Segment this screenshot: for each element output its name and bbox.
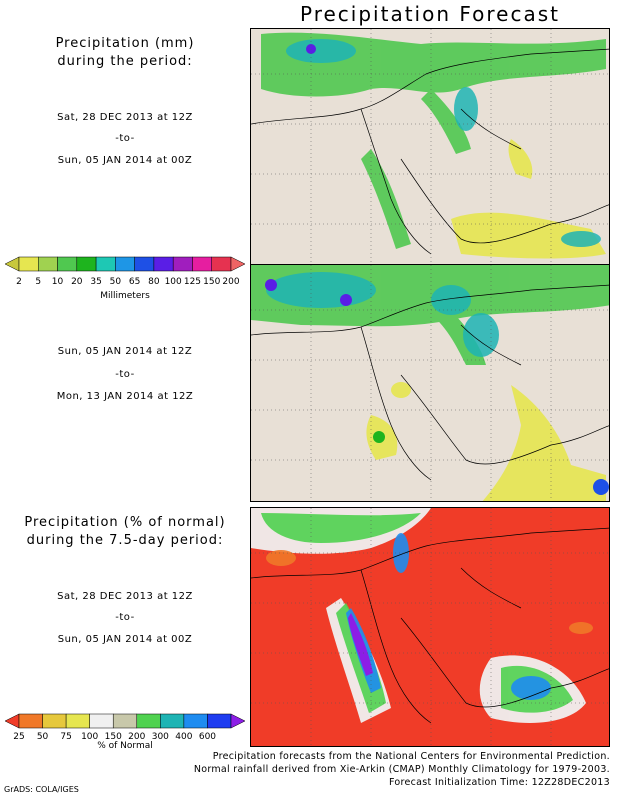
colorbar-tick-label: 150: [104, 732, 122, 742]
map-panel-percent-normal: [250, 507, 610, 747]
colorbar-swatch: [38, 256, 58, 272]
colorbar-tick-label: 100: [164, 277, 182, 287]
map-panel-precip-week2: [250, 264, 610, 502]
panel1-start: Sat, 28 DEC 2013 at 12Z: [57, 112, 193, 123]
credit-line3: Forecast Initialization Time: 12Z28DEC20…: [388, 777, 610, 788]
colorbar-tick-label: 80: [148, 277, 160, 287]
colorbar-swatch: [192, 256, 212, 272]
colorbar-mm-swatches: [4, 256, 246, 272]
colorbar-tick-label: 125: [183, 277, 202, 287]
colorbar-tick-label: 50: [109, 277, 122, 287]
colorbar-swatch: [172, 256, 193, 272]
colorbar-swatch: [89, 713, 114, 729]
colorbar-swatch: [115, 256, 135, 272]
colorbar-tick-label: 2: [16, 277, 22, 287]
colorbar-tick-label: 25: [13, 732, 25, 742]
colorbar-swatch: [4, 256, 20, 272]
colorbar-tick-label: 600: [198, 732, 217, 742]
map-week1: [251, 29, 609, 265]
colorbar-pct: 25 50 75 100 150 200 300 400 600 % of Normal: [4, 712, 246, 758]
panel2-to: -to-: [115, 369, 135, 380]
colorbar-swatch: [18, 256, 39, 272]
colorbar-swatch: [4, 713, 20, 729]
panel3-heading-line1: Precipitation (% of normal): [24, 515, 226, 530]
map-week2: [251, 265, 609, 501]
colorbar-swatch: [65, 713, 90, 729]
colorbar-swatch: [153, 256, 174, 272]
colorbar-swatch: [207, 713, 232, 729]
panel1-to: -to-: [115, 133, 135, 144]
panel1-heading-line1: Precipitation (mm): [55, 36, 195, 51]
colorbar-tick-label: 400: [175, 732, 193, 742]
colorbar-tick-label: 65: [128, 277, 141, 287]
page-title: Precipitation Forecast: [300, 2, 560, 26]
panel3-heading-line2: during the 7.5-day period:: [26, 533, 224, 548]
colorbar-swatch: [134, 256, 155, 272]
colorbar-mm-unit: Millimeters: [100, 291, 150, 301]
colorbar-swatch: [18, 713, 43, 729]
panel1-heading-line2: during the period:: [57, 54, 193, 69]
colorbar-swatch: [183, 713, 208, 729]
panel2-start: Sun, 05 JAN 2014 at 12Z: [57, 346, 193, 357]
grads-credit: GrADS: COLA/IGES: [4, 785, 79, 794]
colorbar-tick-label: 75: [60, 732, 72, 742]
panel3-end: Sun, 05 JAN 2014 at 00Z: [57, 634, 193, 645]
panel2-end: Mon, 13 JAN 2014 at 12Z: [56, 391, 194, 402]
colorbar-pct-swatches: [4, 713, 246, 729]
colorbar-mm: 2 5 10 20 35 50 65 80 100 125 150 200 Millimeters: [4, 255, 246, 305]
colorbar-tick-label: 35: [90, 277, 102, 287]
colorbar-swatch: [230, 713, 246, 729]
colorbar-swatch: [57, 256, 78, 272]
colorbar-tick-label: 20: [71, 277, 83, 287]
colorbar-tick-label: 10: [51, 277, 64, 287]
map-percent-normal: [251, 508, 609, 746]
colorbar-pct-unit: % of Normal: [97, 741, 153, 751]
colorbar-swatch: [95, 256, 116, 272]
colorbar-tick-label: 300: [151, 732, 169, 742]
colorbar-swatch: [230, 256, 246, 272]
colorbar-swatch: [211, 256, 232, 272]
colorbar-tick-label: 150: [203, 277, 221, 287]
colorbar-tick-label: 5: [35, 277, 42, 287]
colorbar-tick-label: 50: [36, 732, 49, 742]
colorbar-swatch: [160, 713, 185, 729]
panel3-to: -to-: [115, 612, 135, 623]
colorbar-swatch: [112, 713, 138, 729]
credit-line2: Normal rainfall derived from Xie-Arkin (…: [193, 764, 610, 775]
colorbar-swatch: [42, 713, 67, 729]
credit-line1: Precipitation forecasts from the Nationa…: [212, 751, 610, 762]
colorbar-swatch: [136, 713, 161, 729]
panel3-start: Sat, 28 DEC 2013 at 12Z: [57, 591, 193, 602]
colorbar-tick-label: 100: [81, 732, 99, 742]
panel1-end: Sun, 05 JAN 2014 at 00Z: [57, 155, 193, 166]
colorbar-tick-label: 200: [128, 732, 146, 742]
colorbar-swatch: [76, 256, 97, 272]
colorbar-tick-label: 200: [222, 277, 240, 287]
map-panel-precip-week1: [250, 28, 610, 266]
